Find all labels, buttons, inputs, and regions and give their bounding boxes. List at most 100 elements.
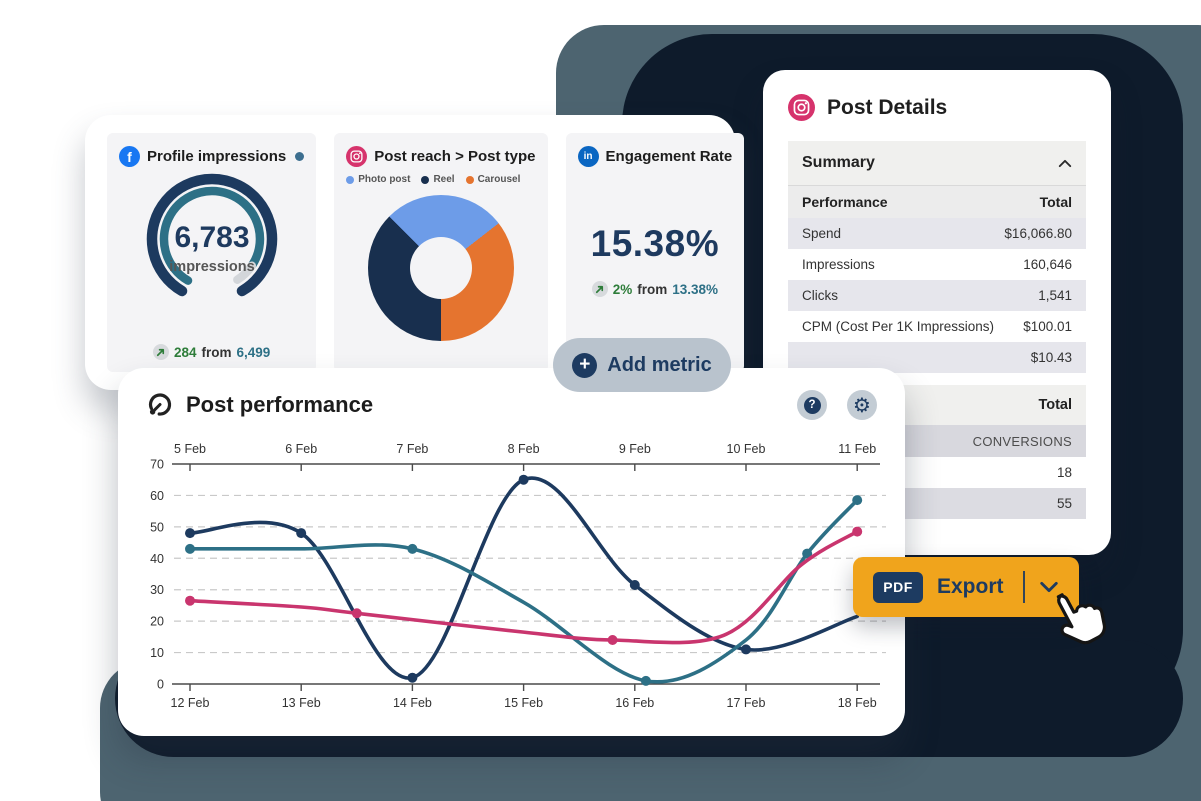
axis-tick-label: 12 Feb	[171, 696, 210, 710]
gauge-outer-arc	[146, 173, 277, 297]
button-divider	[1023, 571, 1025, 603]
donut-hole	[409, 237, 472, 299]
axis-tick-label: 5 Feb	[174, 442, 206, 456]
data-point-teal	[185, 543, 195, 554]
data-point-pink	[351, 608, 362, 619]
series-line-pink	[188, 529, 859, 645]
axis-tick-label: 6 Feb	[285, 442, 317, 456]
chevron-down-icon[interactable]	[1039, 580, 1059, 594]
trend-previous-value: 6,499	[236, 344, 271, 360]
axis-tick-label: 40	[150, 552, 164, 566]
table-row: CPM (Cost Per 1K Impressions) $100.01	[788, 311, 1086, 342]
data-point-pink	[607, 635, 618, 645]
summary-section-toggle[interactable]: Summary	[788, 141, 1086, 186]
data-point-navy	[185, 528, 195, 539]
series-line-navy	[188, 476, 859, 680]
table-row: $10.43	[788, 342, 1086, 373]
instagram-icon	[346, 146, 368, 167]
settings-button[interactable]: ⚙	[847, 390, 877, 420]
table-row: Impressions 160,646	[788, 249, 1086, 280]
axis-tick-label: 18 Feb	[838, 696, 877, 710]
linkedin-icon: in	[577, 146, 599, 167]
trend-row: 284 from 6,499	[152, 344, 271, 360]
axis-tick-label: 60	[150, 489, 164, 503]
tile-header: Post reach > Post type	[346, 146, 536, 167]
row-label: Clicks	[802, 288, 838, 303]
data-point-teal	[640, 675, 651, 686]
gauge-remainder-arc	[232, 261, 256, 284]
axis-tick-label: 11 Feb	[838, 442, 876, 456]
data-point-pink	[185, 595, 195, 606]
chevron-up-icon	[1058, 159, 1072, 167]
summary-label: Summary	[802, 154, 875, 171]
metric-title: Profile impressions	[147, 148, 287, 165]
export-button[interactable]: PDF Export	[853, 557, 1079, 617]
column-total: Total	[1039, 194, 1072, 210]
donut-legend: Photo post Reel Carousel	[346, 174, 520, 185]
data-point-navy	[407, 672, 418, 683]
gauge-progress-arc	[159, 186, 264, 285]
data-point-pink	[852, 526, 863, 537]
help-button[interactable]: ?	[797, 390, 827, 420]
table-row: Spend $16,066.80	[788, 218, 1086, 249]
axis-tick-label: 17 Feb	[727, 696, 766, 710]
post-details-header: Post Details	[788, 94, 1086, 121]
row-value: 1,541	[1038, 288, 1072, 303]
row-value: $10.43	[1030, 350, 1072, 365]
plus-icon: +	[572, 352, 598, 378]
facebook-icon: f	[119, 146, 140, 167]
legend-dot	[421, 175, 430, 184]
axis-tick-label: 7 Feb	[396, 442, 428, 456]
gauge-icon	[148, 392, 172, 416]
axis-tick-label: 10	[150, 646, 164, 660]
gear-icon: ⚙	[853, 393, 871, 417]
post-performance-card: Post performance ? ⚙ 0 10 20 30 40 50 60 70 5 Fe…	[118, 368, 905, 736]
axis-tick-label: 14 Feb	[393, 696, 432, 710]
legend-label: Carousel	[477, 174, 521, 185]
trend-up-icon	[591, 281, 608, 297]
column-label: Performance	[802, 194, 888, 210]
pdf-badge: PDF	[873, 571, 923, 603]
gauge-chart: 6,783 impressions	[146, 173, 277, 297]
axis-tick-label: 10 Feb	[727, 442, 766, 456]
performance-table-header: Performance Total	[788, 186, 1086, 218]
axis-tick-label: 8 Feb	[508, 442, 540, 456]
info-dot-icon	[295, 152, 305, 161]
trend-previous-value: 13.38%	[672, 281, 719, 297]
trend-row: 2% from 13.38%	[591, 281, 719, 297]
data-point-navy	[741, 644, 751, 655]
data-point-navy	[518, 474, 529, 485]
add-metric-label: Add metric	[607, 353, 712, 376]
row-value: 55	[1056, 496, 1072, 511]
chart-title: Post performance	[186, 392, 374, 417]
legend-item-reel: Reel	[421, 174, 455, 185]
row-value: $16,066.80	[1004, 226, 1072, 241]
gauge-unit: impressions	[169, 259, 254, 275]
add-metric-button[interactable]: + Add metric	[553, 338, 731, 392]
gauge-value: 6,783	[174, 221, 249, 254]
metric-title: Post reach > Post type	[374, 148, 536, 165]
axis-tick-label: 9 Feb	[619, 442, 651, 456]
metrics-card: f Profile impressions 6,783 impressions …	[85, 115, 745, 390]
legend-dot	[465, 175, 474, 184]
engagement-rate-value: 15.38%	[590, 223, 720, 264]
tile-header: f Profile impressions	[119, 146, 305, 167]
data-point-teal	[407, 543, 418, 554]
post-performance-line-chart: 0 10 20 30 40 50 60 70 5 Feb 6 Feb 7 Feb 8 Feb 9 Feb…	[150, 442, 886, 710]
legend-item-photo-post: Photo post	[346, 174, 410, 185]
row-value: 18	[1056, 465, 1072, 480]
question-icon: ?	[803, 396, 821, 414]
legend-dot	[346, 175, 355, 184]
axis-tick-label: 13 Feb	[282, 696, 321, 710]
axis-tick-label: 15 Feb	[504, 696, 543, 710]
metric-tile-profile-impressions: f Profile impressions 6,783 impressions …	[107, 133, 317, 372]
row-label: CPM (Cost Per 1K Impressions)	[802, 319, 995, 334]
tile-header: in Engagement Rate	[577, 146, 733, 167]
data-point-teal	[802, 548, 813, 559]
axis-tick-label: 16 Feb	[615, 696, 654, 710]
metric-tile-engagement-rate: in Engagement Rate 15.38% 2% from 13.38%	[565, 133, 745, 372]
hand-cursor-icon	[1038, 573, 1127, 664]
trend-up-icon	[152, 344, 169, 360]
metric-title: Engagement Rate	[605, 148, 733, 165]
